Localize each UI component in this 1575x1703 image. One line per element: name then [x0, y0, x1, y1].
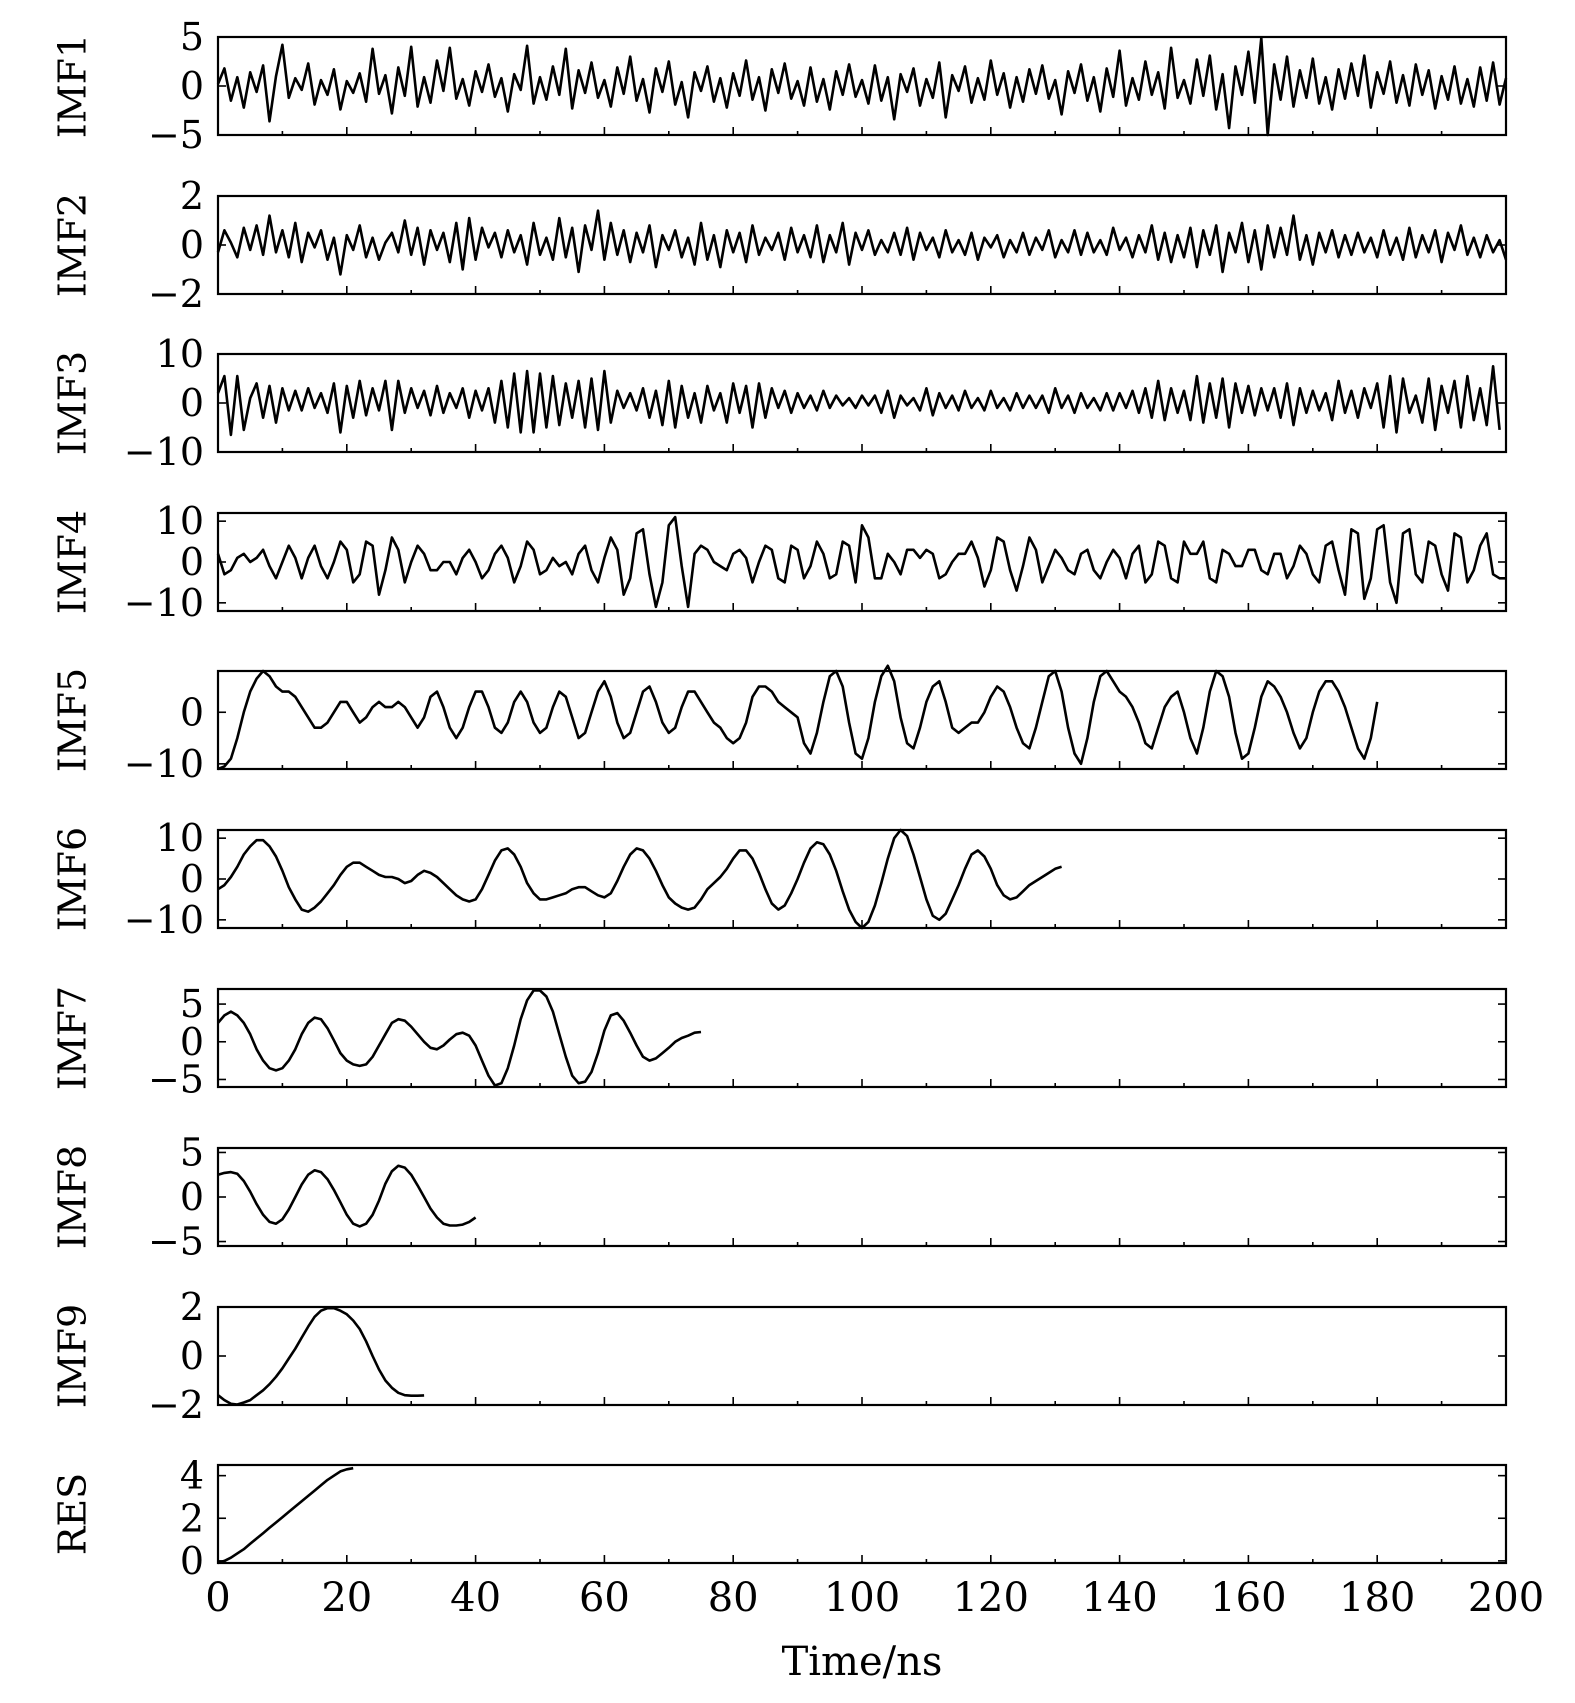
panel-frame-imf7: [216, 987, 1508, 1089]
panel-imf9: 2 0 −2 IMF9: [50, 1285, 1508, 1427]
y-axis-label-imf6: IMF6: [50, 827, 94, 931]
y-tick-label: 5: [180, 982, 204, 1026]
panel-imf4: 100−10 IMF4: [50, 499, 1508, 625]
y-tick-label: 2: [180, 1285, 204, 1329]
y-tick-label: −5: [148, 1057, 204, 1101]
y-axis-label-imf9: IMF9: [50, 1304, 94, 1408]
x-tick-label: 180: [1339, 1575, 1415, 1621]
series-line-imf6: [217, 828, 1062, 930]
series-line-imf2: [216, 209, 1508, 276]
y-tick-label: 10: [156, 332, 204, 376]
x-axis-title: Time/ns: [782, 1639, 943, 1685]
panel-imf5: 0 −10 IMF5: [50, 664, 1508, 786]
panels: 50−5IMF120−2IMF2100−10IMF3100−10IMF40−10…: [50, 15, 1508, 1583]
x-tick-label: 40: [450, 1575, 501, 1621]
series-line-res: [217, 1466, 354, 1565]
y-tick-label: 4: [180, 1454, 204, 1498]
panel-frame-imf3: [216, 352, 1508, 454]
y-tick-label: 2: [180, 1496, 204, 1540]
y-tick-label: 5: [180, 15, 204, 59]
y-tick-label: 0: [180, 223, 204, 267]
y-axis-label-imf3: IMF3: [50, 351, 94, 455]
y-tick-label: 0: [180, 690, 204, 734]
y-tick-label: −10: [124, 742, 204, 786]
x-tick-label: 0: [205, 1575, 230, 1621]
y-tick-label: −5: [148, 113, 204, 157]
series-line-imf5: [217, 664, 1379, 771]
y-tick-label: 0: [180, 1334, 204, 1378]
panel-res: 420 RES: [50, 1454, 1508, 1583]
y-tick-label: 0: [180, 1175, 204, 1219]
x-tick-label: 200: [1468, 1575, 1544, 1621]
y-axis-label-imf2: IMF2: [50, 193, 94, 297]
x-tick-label: 120: [953, 1575, 1029, 1621]
panel-frame-imf8: [216, 1146, 1508, 1248]
y-tick-label: 10: [156, 499, 204, 543]
panel-imf7: 50−5 IMF7: [50, 982, 1508, 1101]
y-tick-label: −10: [124, 898, 204, 942]
y-axis-label-imf1: IMF1: [50, 34, 94, 138]
panel-imf6: 100−10 IMF6: [50, 816, 1508, 942]
y-tick-label: 0: [180, 540, 204, 584]
y-tick-label: −2: [148, 272, 204, 316]
y-tick-label: 2: [180, 174, 204, 218]
y-tick-label: −2: [148, 1383, 204, 1427]
y-tick-label: 0: [180, 857, 204, 901]
y-tick-label: 5: [180, 1130, 204, 1174]
y-tick-label: −10: [124, 430, 204, 474]
y-tick-label: 0: [180, 381, 204, 425]
y-tick-label: 0: [180, 64, 204, 108]
panel-frame-imf6: [216, 828, 1508, 930]
y-axis-label-imf4: IMF4: [50, 510, 94, 614]
y-tick-label: −10: [124, 581, 204, 625]
series-line-imf7: [217, 989, 702, 1087]
x-tick-label: 160: [1210, 1575, 1286, 1621]
y-axis-label-imf7: IMF7: [50, 986, 94, 1090]
panel-imf1: 5 0 −5 IMF1: [50, 15, 1508, 157]
y-axis-label-res: RES: [50, 1473, 94, 1555]
panel-imf2: 2 0 −2 IMF2: [50, 174, 1508, 316]
panel-imf8: 50−5 IMF8: [50, 1130, 1508, 1264]
series-line-imf9: [217, 1306, 425, 1406]
y-tick-label: 10: [156, 816, 204, 860]
panel-frame-imf5: [216, 669, 1508, 771]
y-axis-label-imf8: IMF8: [50, 1145, 94, 1249]
x-tick-label: 140: [1081, 1575, 1157, 1621]
y-tick-label: 0: [180, 1020, 204, 1064]
x-tick-label: 20: [321, 1575, 372, 1621]
series-line-imf8: [217, 1164, 477, 1228]
y-tick-label: −5: [148, 1220, 204, 1264]
y-axis-label-imf5: IMF5: [50, 668, 94, 772]
series-line-imf4: [216, 515, 1506, 609]
series-line-imf1: [216, 36, 1508, 137]
y-tick-label: 0: [180, 1539, 204, 1583]
panel-frame-imf2: [216, 194, 1508, 296]
x-tick-label: 60: [579, 1575, 630, 1621]
x-tick-label: 80: [708, 1575, 759, 1621]
time-x-axis: 0 20 40 60 80 100 120 140 160 180 200: [205, 1575, 1544, 1621]
series-line-imf3: [216, 364, 1501, 437]
panel-frame-imf9: [216, 1305, 1508, 1407]
panel-imf3: 10 0 −10 IMF3: [50, 332, 1508, 474]
x-tick-label: 100: [824, 1575, 900, 1621]
panel-frame-res: [216, 1463, 1508, 1565]
